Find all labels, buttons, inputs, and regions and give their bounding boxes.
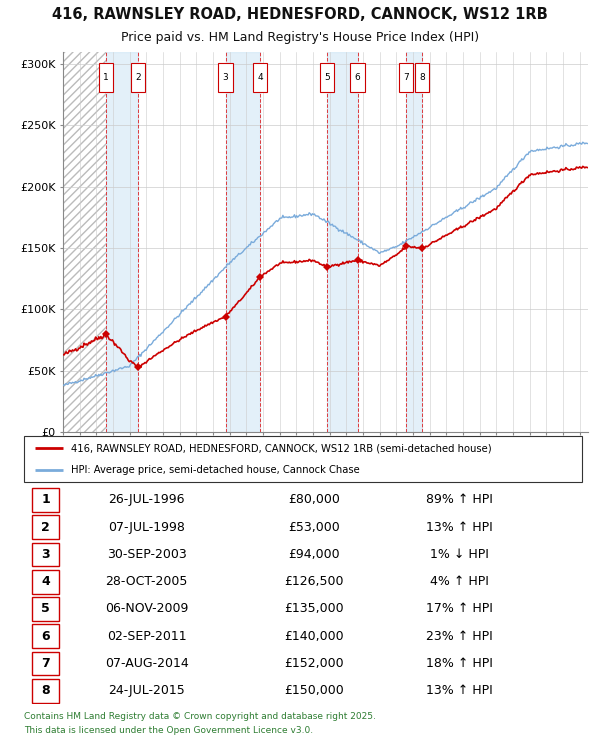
FancyBboxPatch shape bbox=[253, 63, 267, 92]
Text: 24-JUL-2015: 24-JUL-2015 bbox=[109, 684, 185, 697]
FancyBboxPatch shape bbox=[32, 625, 59, 648]
Text: Contains HM Land Registry data © Crown copyright and database right 2025.: Contains HM Land Registry data © Crown c… bbox=[24, 713, 376, 722]
Text: 07-AUG-2014: 07-AUG-2014 bbox=[105, 657, 188, 670]
FancyBboxPatch shape bbox=[218, 63, 233, 92]
Text: 1% ↓ HPI: 1% ↓ HPI bbox=[430, 548, 488, 561]
Text: 8: 8 bbox=[419, 73, 425, 82]
Text: 2: 2 bbox=[41, 521, 50, 534]
Text: £140,000: £140,000 bbox=[284, 630, 344, 643]
FancyBboxPatch shape bbox=[399, 63, 413, 92]
Bar bbox=[106, 52, 139, 432]
FancyBboxPatch shape bbox=[415, 63, 430, 92]
Text: 5: 5 bbox=[41, 602, 50, 616]
FancyBboxPatch shape bbox=[350, 63, 365, 92]
Text: 06-NOV-2009: 06-NOV-2009 bbox=[105, 602, 188, 616]
Text: £152,000: £152,000 bbox=[284, 657, 344, 670]
FancyBboxPatch shape bbox=[32, 570, 59, 593]
Text: 4: 4 bbox=[257, 73, 263, 82]
Text: 7: 7 bbox=[41, 657, 50, 670]
Text: 13% ↑ HPI: 13% ↑ HPI bbox=[426, 521, 493, 534]
Text: 6: 6 bbox=[355, 73, 361, 82]
Text: 4: 4 bbox=[41, 575, 50, 588]
Text: 28-OCT-2005: 28-OCT-2005 bbox=[106, 575, 188, 588]
Text: 30-SEP-2003: 30-SEP-2003 bbox=[107, 548, 187, 561]
Text: 3: 3 bbox=[223, 73, 229, 82]
FancyBboxPatch shape bbox=[32, 679, 59, 703]
Text: 2: 2 bbox=[136, 73, 141, 82]
Text: 13% ↑ HPI: 13% ↑ HPI bbox=[426, 684, 493, 697]
Text: 07-JUL-1998: 07-JUL-1998 bbox=[109, 521, 185, 534]
FancyBboxPatch shape bbox=[32, 542, 59, 566]
Bar bbox=[226, 52, 260, 432]
FancyBboxPatch shape bbox=[99, 63, 113, 92]
FancyBboxPatch shape bbox=[32, 488, 59, 512]
Text: £126,500: £126,500 bbox=[284, 575, 344, 588]
Bar bbox=[327, 52, 358, 432]
Text: 3: 3 bbox=[41, 548, 50, 561]
FancyBboxPatch shape bbox=[32, 652, 59, 676]
Text: HPI: Average price, semi-detached house, Cannock Chase: HPI: Average price, semi-detached house,… bbox=[71, 465, 360, 475]
Text: £135,000: £135,000 bbox=[284, 602, 344, 616]
Text: This data is licensed under the Open Government Licence v3.0.: This data is licensed under the Open Gov… bbox=[24, 727, 313, 736]
Text: 1: 1 bbox=[103, 73, 109, 82]
Text: 1: 1 bbox=[41, 494, 50, 506]
Bar bbox=[63, 52, 106, 432]
Text: 6: 6 bbox=[41, 630, 50, 643]
Text: £94,000: £94,000 bbox=[289, 548, 340, 561]
Text: 17% ↑ HPI: 17% ↑ HPI bbox=[426, 602, 493, 616]
Text: 7: 7 bbox=[403, 73, 409, 82]
Text: £150,000: £150,000 bbox=[284, 684, 344, 697]
Text: 4% ↑ HPI: 4% ↑ HPI bbox=[430, 575, 488, 588]
Text: 26-JUL-1996: 26-JUL-1996 bbox=[109, 494, 185, 506]
Text: £80,000: £80,000 bbox=[288, 494, 340, 506]
Text: 416, RAWNSLEY ROAD, HEDNESFORD, CANNOCK, WS12 1RB (semi-detached house): 416, RAWNSLEY ROAD, HEDNESFORD, CANNOCK,… bbox=[71, 443, 492, 454]
FancyBboxPatch shape bbox=[24, 436, 582, 482]
Text: 89% ↑ HPI: 89% ↑ HPI bbox=[426, 494, 493, 506]
Bar bbox=[406, 52, 422, 432]
Text: 416, RAWNSLEY ROAD, HEDNESFORD, CANNOCK, WS12 1RB: 416, RAWNSLEY ROAD, HEDNESFORD, CANNOCK,… bbox=[52, 7, 548, 22]
Text: Price paid vs. HM Land Registry's House Price Index (HPI): Price paid vs. HM Land Registry's House … bbox=[121, 31, 479, 44]
FancyBboxPatch shape bbox=[320, 63, 334, 92]
Text: 5: 5 bbox=[324, 73, 330, 82]
FancyBboxPatch shape bbox=[32, 597, 59, 621]
Text: 8: 8 bbox=[41, 684, 50, 697]
Text: 18% ↑ HPI: 18% ↑ HPI bbox=[426, 657, 493, 670]
Text: £53,000: £53,000 bbox=[288, 521, 340, 534]
Text: 02-SEP-2011: 02-SEP-2011 bbox=[107, 630, 187, 643]
FancyBboxPatch shape bbox=[131, 63, 145, 92]
Text: 23% ↑ HPI: 23% ↑ HPI bbox=[426, 630, 493, 643]
FancyBboxPatch shape bbox=[32, 515, 59, 539]
